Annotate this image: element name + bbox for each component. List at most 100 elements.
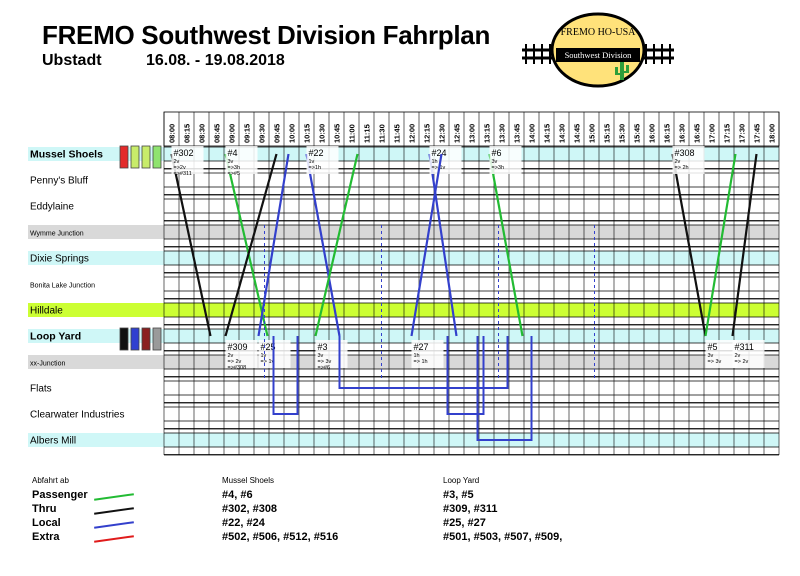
train-label-bg [489,146,522,174]
train-note: 2v [174,159,180,165]
legend-label: Thru [32,503,57,515]
station-swatch [119,145,129,169]
train-note: 3v [708,353,714,359]
time-label: 18:00 [768,124,777,143]
station-name: Albers Mill [30,436,76,447]
time-label: 08:00 [168,124,177,143]
station-swatch [141,327,151,351]
train-note: =>3h [492,165,505,171]
time-header [163,111,780,147]
local-spur-path [272,336,299,415]
legend-label: Local [32,517,61,529]
train-note: => 2v [228,359,242,365]
station-name: Bonita Lake Junction [30,283,95,290]
time-label: 08:15 [183,124,192,143]
train-label-bg [429,146,462,174]
station-swatch [141,145,151,169]
station-name: xx-Junction [30,361,66,368]
station-swatch [152,145,162,169]
train-id: #6 [492,148,502,158]
time-label: 17:30 [738,124,747,143]
time-label: 17:15 [723,124,732,143]
loop-yard-thru-list: #309, #311 [443,503,498,515]
station-band-1 [28,173,779,187]
train-note: =>1h [309,165,322,171]
time-label: 11:15 [363,124,372,143]
time-label: 09:30 [258,124,267,143]
time-label: 11:30 [378,124,387,143]
station-swatch [130,327,140,351]
train-note: =>#5 [228,171,241,177]
train-id: #5 [708,342,718,352]
train-id: #27 [414,342,429,352]
train-note: =>#308 [228,365,247,371]
train-note: =>2v [174,165,186,171]
page-title: FREMO Southwest Division Fahrplan [42,20,491,50]
logo-top-text: FREMO HO-USA [561,27,637,38]
station-band-8 [28,355,779,369]
legend-label: Extra [32,531,60,543]
train-note: => 1h [414,359,428,365]
train-id: #4 [228,148,238,158]
train-id: #3 [318,342,328,352]
station-swatch [119,327,129,351]
time-label: 13:00 [468,124,477,143]
train-note: => 1v [261,359,275,365]
train-note: 1h [432,159,438,165]
time-label: 15:45 [633,124,642,143]
time-label: 12:45 [453,124,462,143]
time-label: 13:30 [498,124,507,143]
time-label: 12:00 [408,124,417,143]
train-note: => 2v [735,359,749,365]
time-label: 16:00 [648,124,657,143]
train-label-bg [306,146,339,174]
train-note: 3v [318,353,324,359]
station-name: Eddylaine [30,202,74,213]
station-band-5 [28,277,779,291]
time-label: 17:00 [708,124,717,143]
time-label: 13:45 [513,124,522,143]
time-label: 11:00 [348,124,357,143]
local-spur-path [338,336,509,389]
train-note: 3v [228,159,234,165]
time-label: 09:45 [273,124,282,143]
train-label-bg [732,340,765,368]
train-note: 1v [261,353,267,359]
station-band-11 [28,433,779,447]
train-label-bg [672,146,705,174]
time-label: 15:15 [603,124,612,143]
train-note: 2v [735,353,741,359]
time-label: 09:15 [243,124,252,143]
train-label-bg [225,146,258,174]
train-path [428,153,458,337]
time-label: 10:00 [288,124,297,143]
mussel-shoels-column-heading: Mussel Shoels [222,476,275,485]
train-id: #309 [228,342,248,352]
loop-yard-passenger-list: #3, #5 [443,489,474,501]
train-label-bg [171,146,204,174]
station-band-3 [28,225,779,239]
train-note: 2v [675,159,681,165]
station-band-7 [28,329,779,343]
time-label: 15:00 [588,124,597,143]
mussel-shoels-local-list: #22, #24 [222,517,265,529]
time-label: 14:45 [573,124,582,143]
local-spur-path [446,336,485,415]
time-label: 14:30 [558,124,567,143]
time-label: 12:30 [438,124,447,143]
station-band-6 [28,303,779,317]
station-name: Penny's Bluff [30,176,88,187]
time-label: 11:45 [393,124,402,143]
train-path [731,153,758,337]
train-note: 3v [492,159,498,165]
local-spur-path [476,336,533,441]
mussel-shoels-thru-list: #302, #308 [222,503,278,515]
train-path [410,153,443,337]
station-band-0 [28,147,779,161]
station-band-4 [28,251,779,265]
loop-yard-local-list: #25, #27 [443,517,486,529]
time-label: 09:00 [228,124,237,143]
legend-heading: Abfahrt ab [32,476,69,485]
time-label: 12:15 [423,124,432,143]
train-note: 2v [228,353,234,359]
